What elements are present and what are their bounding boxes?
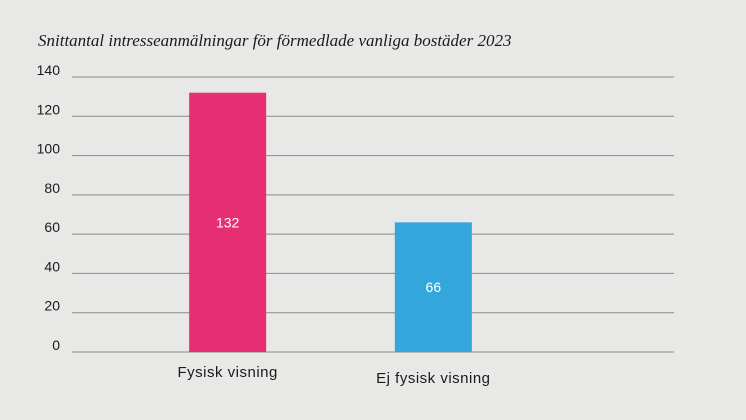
bar bbox=[189, 92, 267, 352]
bar-value-label: 132 bbox=[216, 214, 240, 230]
category-label: Fysisk visning bbox=[177, 364, 277, 381]
y-tick-label: 20 bbox=[44, 298, 60, 314]
y-tick-label: 40 bbox=[44, 258, 60, 274]
gridlines bbox=[72, 76, 674, 353]
category-labels: Fysisk visning Ej fysisk visning bbox=[177, 364, 490, 387]
y-tick-label: 120 bbox=[37, 101, 61, 117]
bars: 132 66 bbox=[189, 92, 472, 352]
y-tick-label: 60 bbox=[44, 219, 60, 235]
bar bbox=[394, 222, 472, 352]
chart-title: Snittantal intresseanmälningar för förme… bbox=[38, 31, 511, 50]
y-axis-ticks: 0 20 40 60 80 100 120 140 bbox=[37, 62, 61, 353]
y-tick-label: 80 bbox=[44, 180, 60, 196]
bar-value-label: 66 bbox=[426, 279, 442, 295]
category-label: Ej fysisk visning bbox=[376, 370, 490, 387]
y-tick-label: 100 bbox=[37, 141, 61, 157]
y-tick-label: 0 bbox=[52, 337, 60, 353]
y-tick-label: 140 bbox=[37, 62, 61, 78]
